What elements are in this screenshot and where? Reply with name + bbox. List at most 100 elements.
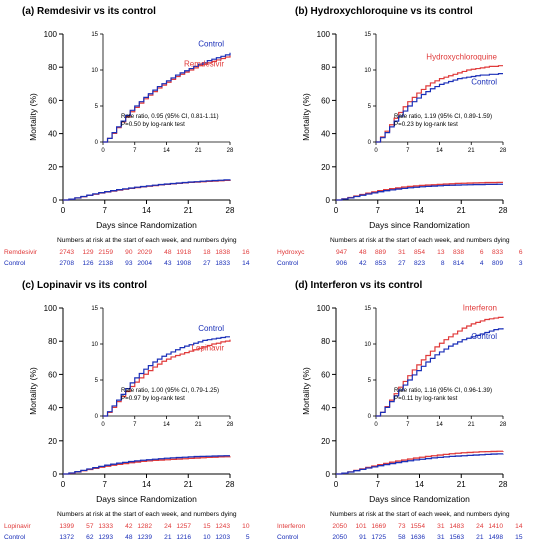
- inset-chart: 0 5 10 15 0 7 14 21 28 Lopinavir Control Rate ratio…: [91, 306, 234, 428]
- legend-treatment: Remdesivir: [184, 60, 224, 69]
- rate-ratio-text: Rate ratio, 1.00 (95% CI, 0.79-1.25): [121, 387, 219, 394]
- y-tick-label: 60: [48, 96, 57, 105]
- y-tick-label: 40: [321, 130, 330, 139]
- inset-x-tick-label: 14: [163, 148, 170, 154]
- inset-x-tick-label: 21: [195, 148, 202, 154]
- risk-cell: 1372: [59, 534, 74, 541]
- inset-x-tick-label: 21: [468, 422, 475, 428]
- risk-cell: 1399: [59, 523, 74, 530]
- series-line-control: [63, 179, 231, 201]
- legend-control: Control: [198, 40, 224, 49]
- risk-cell: 854: [414, 249, 425, 256]
- risk-cell: 2138: [98, 260, 113, 267]
- inset-x-tick-label: 28: [227, 148, 234, 154]
- risk-cell: 16: [242, 249, 250, 256]
- x-tick-label: 7: [103, 480, 108, 489]
- risk-cell: 21: [476, 534, 484, 541]
- risk-cell: 1554: [410, 523, 425, 530]
- y-tick-label: 80: [321, 63, 330, 72]
- x-tick-label: 0: [61, 206, 66, 215]
- y-tick-label: 80: [48, 337, 57, 346]
- inset-chart: 0 5 10 15 0 7 14 21 28 Remdesivir Control Rate rati…: [91, 32, 234, 154]
- risk-table-header: Numbers at risk at the start of each wee…: [57, 237, 237, 244]
- risk-cell: 27: [203, 260, 211, 267]
- risk-cell: 2050: [332, 534, 347, 541]
- inset-y-tick-label: 5: [368, 104, 372, 110]
- y-axis-label: Mortality (%): [301, 367, 311, 415]
- risk-cell: 31: [437, 534, 445, 541]
- y-tick-label: 40: [48, 404, 57, 413]
- risk-cell: 24: [476, 523, 484, 530]
- y-tick-label: 0: [326, 470, 331, 479]
- x-tick-label: 21: [184, 480, 193, 489]
- legend-control: Control: [471, 332, 497, 341]
- inset-y-tick-label: 15: [364, 306, 371, 312]
- inset-chart: 0 5 10 15 0 7 14 21 28 Hydroxychloroquine Control R…: [364, 32, 507, 154]
- risk-cell: 73: [398, 523, 406, 530]
- chart-title: (a) Remdesivir vs its control: [22, 6, 156, 17]
- x-tick-label: 7: [376, 206, 381, 215]
- risk-cell: 1563: [449, 534, 464, 541]
- y-tick-label: 80: [48, 63, 57, 72]
- risk-cell: 2004: [137, 260, 152, 267]
- risk-cell: 5: [246, 534, 250, 541]
- inset-x-tick-label: 28: [500, 422, 507, 428]
- risk-cell: 42: [359, 260, 367, 267]
- risk-cell: 1239: [137, 534, 152, 541]
- inset-y-tick-label: 15: [364, 32, 371, 38]
- inset-y-tick-label: 5: [95, 378, 99, 384]
- legend-treatment: Interferon: [463, 304, 497, 313]
- inset-y-tick-label: 15: [91, 32, 98, 38]
- inset-y-tick-label: 10: [364, 342, 371, 348]
- x-tick-label: 14: [142, 480, 151, 489]
- x-tick-label: 14: [142, 206, 151, 215]
- chart-panel-4: (d) Interferon vs its control 0 20 40 60 80 10…: [277, 280, 523, 541]
- legend-control: Control: [471, 78, 497, 87]
- chart-title: (b) Hydroxychloroquine vs its control: [295, 6, 473, 17]
- inset-x-tick-label: 7: [406, 148, 410, 154]
- risk-cell: 2050: [332, 523, 347, 530]
- rate-ratio-text: Rate ratio, 1.16 (95% CI, 0.96-1.39): [394, 387, 492, 394]
- risk-cell: 10: [203, 534, 211, 541]
- risk-row-label-treatment: Lopinavir: [4, 523, 32, 530]
- y-axis-label: Mortality (%): [28, 93, 38, 141]
- risk-cell: 2743: [59, 249, 74, 256]
- inset-x-tick-label: 14: [436, 148, 443, 154]
- risk-row-label-control: Control: [277, 260, 299, 267]
- y-axis-label: Mortality (%): [301, 93, 311, 141]
- inset-x-tick-label: 14: [436, 422, 443, 428]
- risk-table-header: Numbers at risk at the start of each wee…: [57, 511, 237, 518]
- series-line-control: [63, 455, 230, 475]
- rate-ratio-text: Rate ratio, 0.95 (95% CI, 0.81-1.11): [121, 113, 219, 120]
- inset-series-line-control: [103, 52, 231, 143]
- inset-x-tick-label: 21: [195, 422, 202, 428]
- risk-table-header: Numbers at risk at the start of each wee…: [330, 237, 510, 244]
- risk-cell: 1282: [137, 523, 152, 530]
- risk-cell: 1293: [98, 534, 113, 541]
- chart-panel-1: (a) Remdesivir vs its control 0 20 40 60 80 10…: [4, 6, 250, 267]
- x-tick-label: 28: [226, 206, 235, 215]
- risk-cell: 1498: [488, 534, 503, 541]
- y-tick-label: 0: [53, 470, 58, 479]
- y-tick-label: 20: [321, 163, 330, 172]
- x-tick-label: 0: [334, 480, 339, 489]
- risk-cell: 4: [480, 260, 484, 267]
- risk-cell: 3: [519, 260, 523, 267]
- risk-cell: 6: [519, 249, 523, 256]
- x-axis-label: Days since Randomization: [96, 494, 197, 504]
- inset-x-tick-label: 28: [500, 148, 507, 154]
- risk-row-label-control: Control: [277, 534, 299, 541]
- x-tick-label: 14: [415, 480, 424, 489]
- inset-y-tick-label: 5: [368, 378, 372, 384]
- p-value-text: P=0.23 by log-rank test: [394, 121, 458, 128]
- y-tick-label: 40: [48, 130, 57, 139]
- risk-cell: 48: [164, 249, 172, 256]
- chart-panel-2: (b) Hydroxychloroquine vs its control 0 20…: [277, 6, 523, 267]
- risk-cell: 42: [125, 523, 133, 530]
- y-tick-label: 60: [321, 96, 330, 105]
- risk-cell: 947: [336, 249, 347, 256]
- risk-cell: 1410: [488, 523, 503, 530]
- x-axis-label: Days since Randomization: [96, 220, 197, 230]
- inset-y-tick-label: 0: [368, 414, 372, 420]
- x-tick-label: 7: [376, 480, 381, 489]
